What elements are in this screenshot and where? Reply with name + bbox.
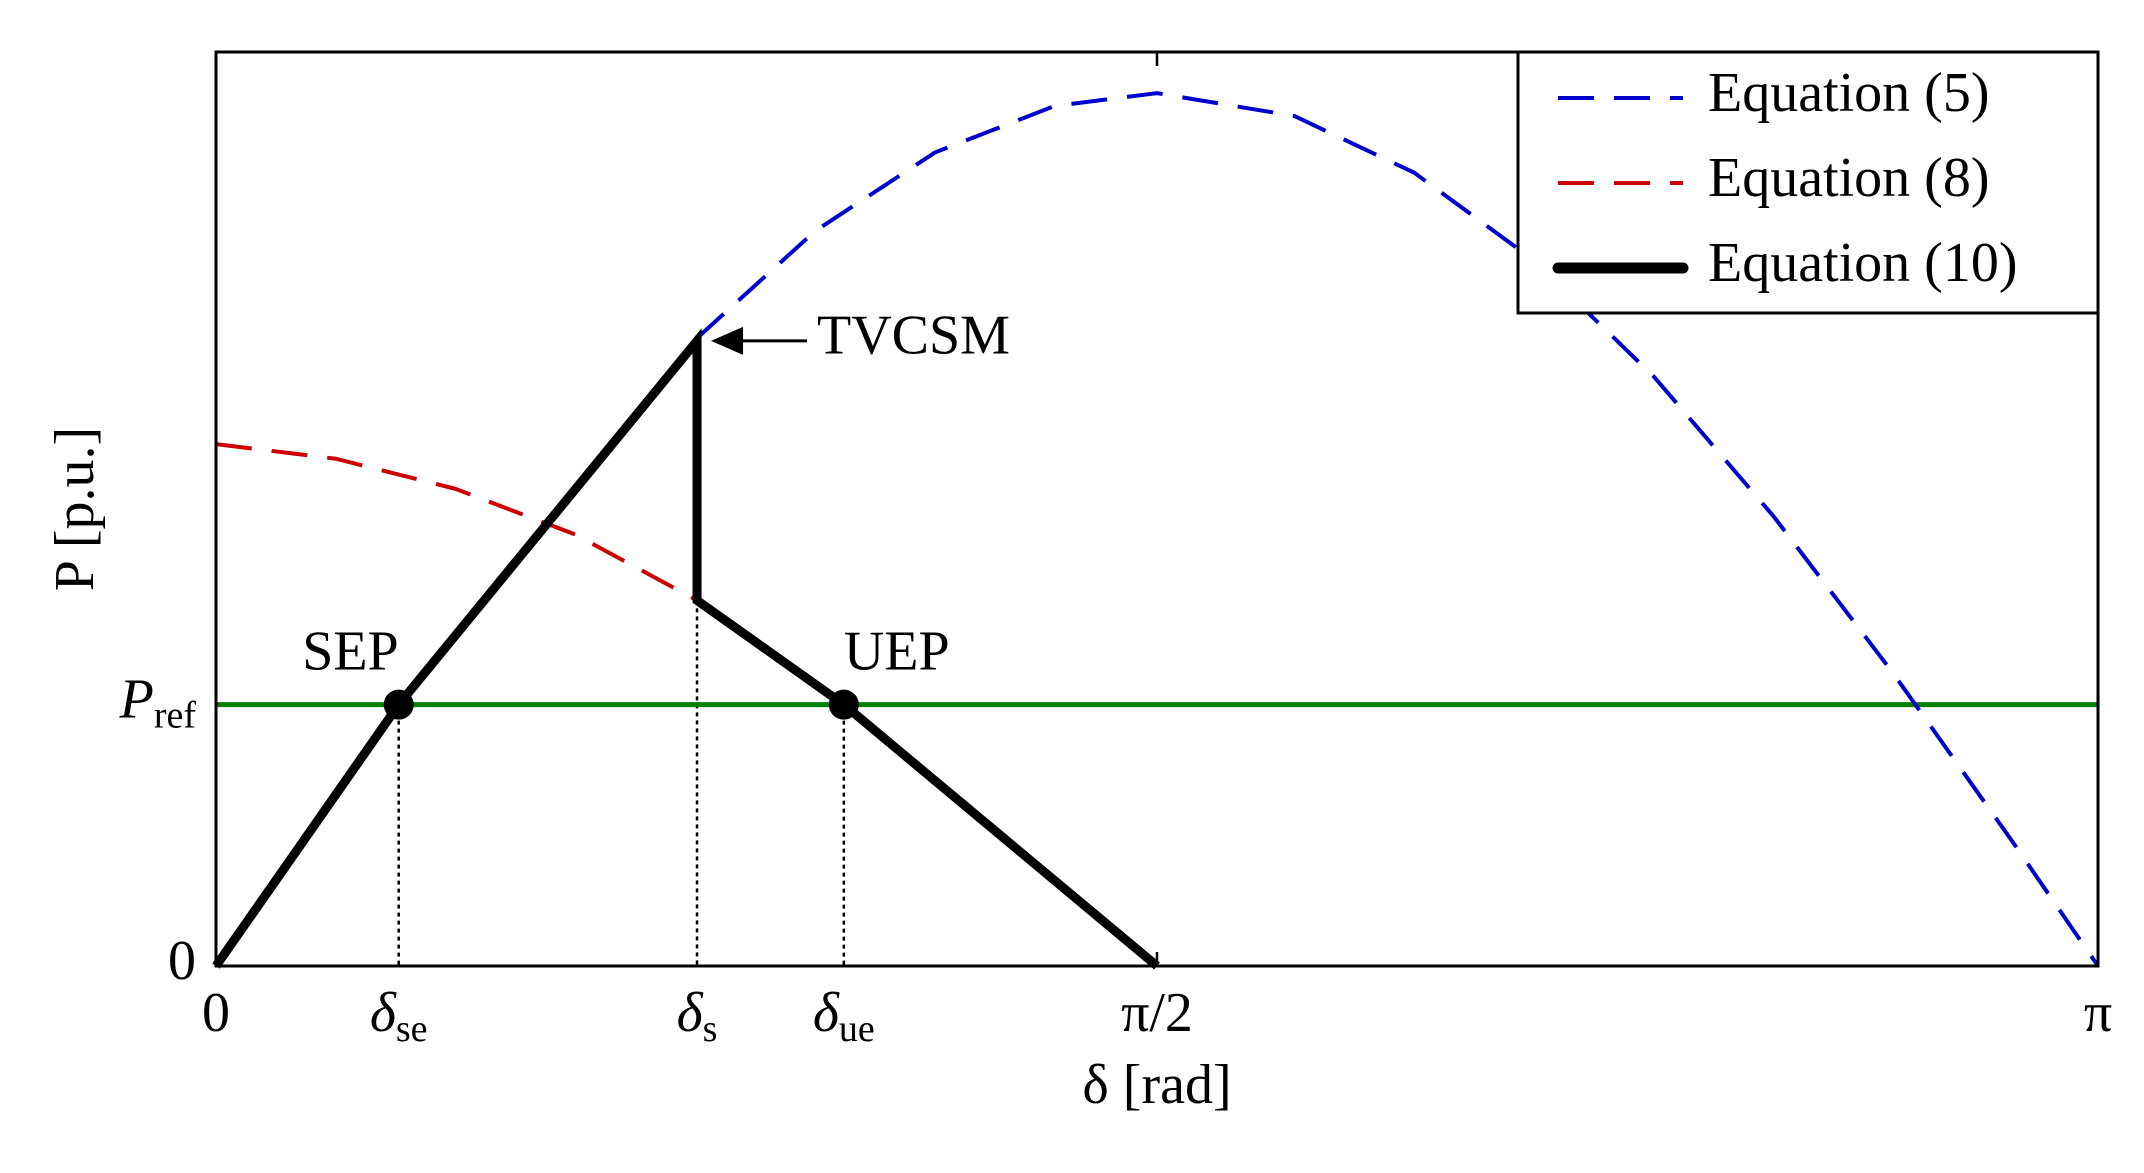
legend-label: Equation (5) [1708,62,1989,124]
x-tick-label: 0 [202,982,230,1044]
tick-label-main: π [2084,982,2112,1044]
x-tick-label: δse [370,982,428,1050]
legend-label: Equation (10) [1708,232,2017,294]
tick-label-sub: se [396,1008,428,1050]
x-tick-label: π [2084,982,2112,1044]
x-axis-label: δ [rad] [1082,1054,1231,1116]
x-tick-label: δue [813,982,875,1050]
tick-label-main: δ [677,982,704,1044]
tick-label-sub: s [703,1008,718,1050]
tick-label-main: δ [813,982,840,1044]
tick-label-main: π/2 [1121,982,1193,1044]
x-tick-label: π/2 [1121,982,1193,1044]
y-axis-label: P [p.u.] [44,427,106,591]
equilibrium-point [383,689,414,720]
series-line [215,442,698,603]
x-tick-label: δs [677,982,718,1050]
tick-label-main: δ [370,982,397,1044]
y-tick-label: 0 [168,930,196,992]
equilibrium-point [828,689,859,720]
tick-label-sub: ref [154,694,197,736]
legend-label: Equation (8) [1708,147,1989,209]
tick-label-sub: ue [839,1008,875,1050]
annotation-arrowhead [711,326,744,355]
point-label: SEP [302,620,399,682]
tick-label-main: P [119,668,154,730]
plot-frame [214,50,2100,968]
y-tick-label: Pref [119,668,197,736]
annotation: TVCSM [817,305,1010,367]
series-line [695,91,2100,968]
series-line [212,328,1160,970]
point-label: UEP [844,620,950,682]
